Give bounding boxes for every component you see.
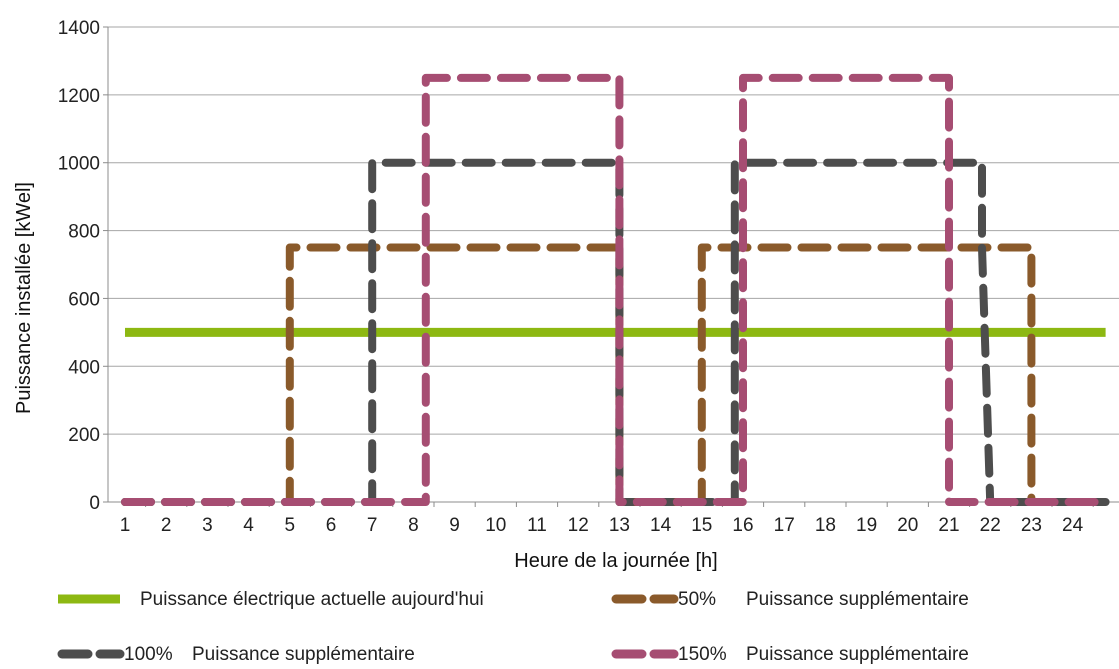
series-line-4 [121, 73, 1110, 506]
y-tick-label: 1400 [58, 18, 100, 39]
x-tick-label: 24 [1062, 515, 1084, 536]
grid [108, 26, 1119, 435]
x-tick-label: 14 [650, 515, 672, 536]
legend-percent: 100% [124, 644, 173, 665]
legend-item-2: 50% Puissance supplémentaire [611, 589, 969, 610]
x-tick-label: 17 [774, 515, 795, 536]
x-tick-label: 20 [897, 515, 918, 536]
x-tick-label: 21 [938, 515, 959, 536]
legend-item-3: 100% Puissance supplémentaire [57, 644, 415, 665]
y-tick-label: 1200 [58, 86, 100, 107]
legend-label: Puissance électrique actuelle aujourd'hu… [140, 589, 484, 610]
x-tick-label: 15 [691, 515, 712, 536]
x-tick-label: 5 [285, 515, 296, 536]
y-tick-label: 1000 [58, 154, 100, 175]
legend-percent: 50% [678, 589, 716, 610]
x-tick-label: 13 [609, 515, 630, 536]
x-tick-label: 16 [732, 515, 753, 536]
legend-item-4: 150% Puissance supplémentaire [611, 644, 969, 665]
legend-label: Puissance supplémentaire [746, 644, 969, 665]
x-tick-label: 19 [856, 515, 877, 536]
x-tick-label: 18 [815, 515, 836, 536]
y-tick-label: 600 [68, 289, 100, 310]
y-axis-title: Puissance installée [kWel] [13, 182, 35, 414]
legend-label: Puissance supplémentaire [192, 644, 415, 665]
y-tick-label: 0 [89, 493, 100, 514]
axes [103, 26, 1119, 507]
series-line-2 [121, 243, 1110, 506]
x-tick-label: 2 [161, 515, 172, 536]
x-axis-title: Heure de la journée [h] [514, 550, 717, 572]
legend-label: Puissance supplémentaire [746, 589, 969, 610]
y-tick-label: 400 [68, 357, 100, 378]
legend-item-1: Puissance électrique actuelle aujourd'hu… [58, 589, 484, 610]
x-tick-label: 4 [243, 515, 254, 536]
x-tick-label: 1 [120, 515, 131, 536]
x-tick-label: 7 [367, 515, 378, 536]
x-tick-label: 22 [980, 515, 1001, 536]
y-tick-label: 200 [68, 425, 100, 446]
x-tick-label: 9 [449, 515, 460, 536]
x-tick-label: 10 [485, 515, 506, 536]
series-layer [121, 73, 1110, 506]
x-tick-label: 11 [527, 515, 547, 536]
x-tick-label: 3 [202, 515, 213, 536]
x-tick-label: 6 [326, 515, 337, 536]
legend: Puissance électrique actuelle aujourd'hu… [57, 589, 969, 665]
x-tick-label: 12 [568, 515, 589, 536]
x-tick-label: 8 [408, 515, 419, 536]
legend-percent: 150% [678, 644, 727, 665]
y-tick-label: 800 [68, 222, 100, 243]
x-tick-label: 23 [1021, 515, 1042, 536]
